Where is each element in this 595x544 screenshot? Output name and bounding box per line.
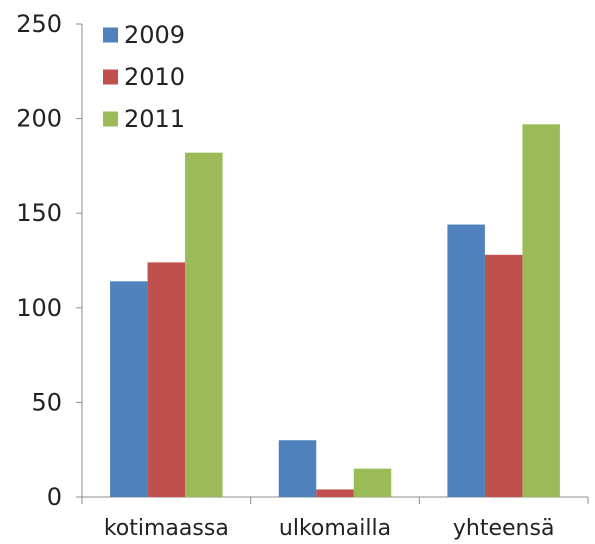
bar-2011-ulkomailla <box>353 468 392 497</box>
legend: 2009 2010 2011 <box>103 21 185 133</box>
bar-2010-ulkomailla <box>316 489 354 497</box>
x-axis: kotimaassa ulkomailla yhteensä <box>81 496 589 541</box>
x-category-label: ulkomailla <box>279 516 391 541</box>
legend-swatch-2011 <box>103 111 118 127</box>
bar-2009-yhteensä <box>447 224 485 497</box>
x-category-label: kotimaassa <box>104 516 229 541</box>
y-tick-label: 200 <box>16 105 62 133</box>
y-tick-label: 150 <box>16 199 62 227</box>
bar-2011-yhteensä <box>522 124 560 497</box>
bar-2011-kotimaassa <box>185 152 223 497</box>
bar-2010-yhteensä <box>484 254 523 497</box>
legend-label-2011: 2011 <box>124 105 185 133</box>
bar-2010-kotimaassa <box>147 262 186 497</box>
y-axis: 0 50 100 150 200 250 <box>16 10 83 511</box>
y-tick-label: 100 <box>16 294 62 322</box>
bars <box>110 124 560 497</box>
legend-label-2010: 2010 <box>124 63 185 91</box>
y-tick-label: 50 <box>31 388 62 416</box>
legend-swatch-2009 <box>103 27 118 43</box>
legend-swatch-2010 <box>103 69 118 85</box>
x-category-label: yhteensä <box>453 516 555 541</box>
legend-label-2009: 2009 <box>124 21 185 49</box>
y-tick-label: 250 <box>16 10 62 38</box>
bar-2009-ulkomailla <box>278 440 317 497</box>
bar-2009-kotimaassa <box>110 281 148 497</box>
y-tick-label: 0 <box>47 483 62 511</box>
